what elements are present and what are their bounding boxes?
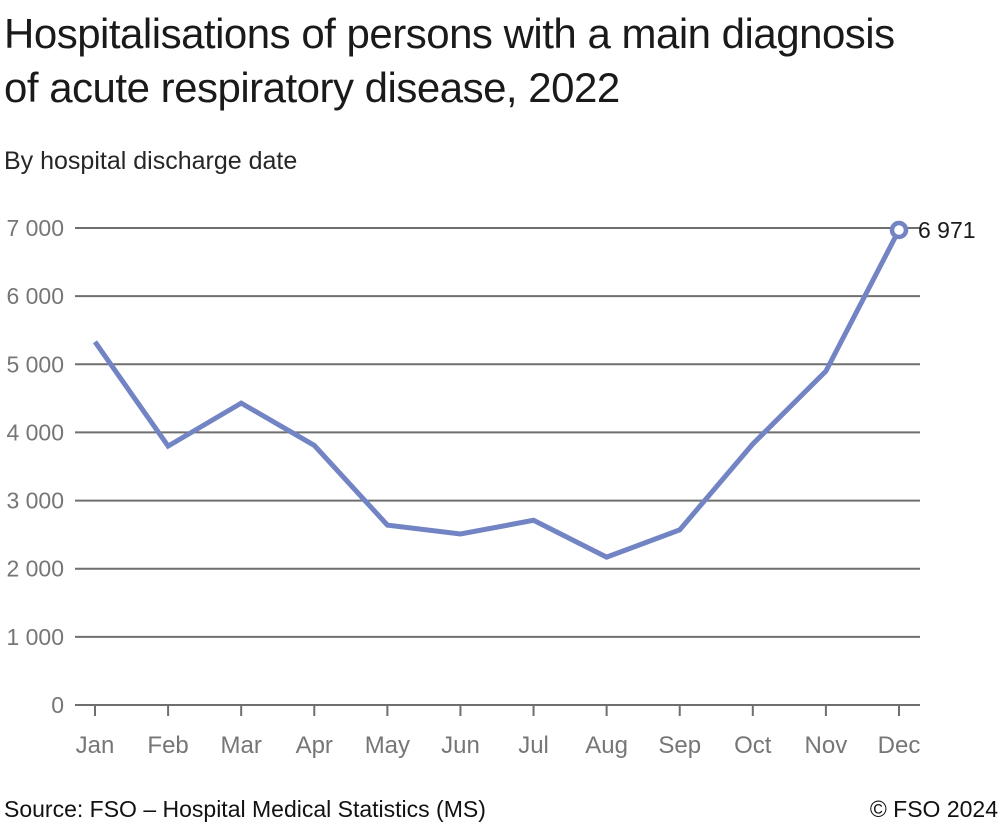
data-line xyxy=(92,228,902,560)
x-axis-tick-label: Dec xyxy=(878,732,921,759)
x-axis-tick-label: Nov xyxy=(805,732,848,759)
x-axis-tick-label: Aug xyxy=(585,732,628,759)
copyright-note: © FSO 2024 xyxy=(869,796,998,822)
line-chart: 0 1 000 2 000 3 000 4 000 5 000 6 000 7 000 Jan F… xyxy=(6,215,976,759)
chart-footer: Source: FSO – Hospital Medical Statistic… xyxy=(0,794,1004,824)
y-axis-tick-label: 0 xyxy=(51,692,64,718)
chart-title: Hospitalisations of persons with a main … xyxy=(4,10,895,111)
x-axis-tick-label: Apr xyxy=(296,732,333,759)
data-point-value-label: 6 971 xyxy=(918,217,976,243)
y-axis-tick-label: 7 000 xyxy=(6,215,64,241)
x-axis-tick-label: Jan xyxy=(76,732,115,759)
x-axis-tick-label: Oct xyxy=(734,732,772,759)
data-point-marker xyxy=(889,220,909,240)
x-axis-tick-label: Mar xyxy=(221,732,262,759)
y-axis-tick-label: 2 000 xyxy=(6,556,64,582)
y-axis-tick-label: 4 000 xyxy=(6,419,64,445)
chart-subtitle: By hospital discharge date xyxy=(4,147,298,175)
source-note: Source: FSO – Hospital Medical Statistic… xyxy=(4,796,486,822)
y-axis-tick-label: 5 000 xyxy=(6,351,64,377)
x-axis-tick-label: Feb xyxy=(147,732,188,759)
x-axis-tick-label: Jul xyxy=(518,732,549,759)
y-axis-tick-label: 3 000 xyxy=(6,488,64,514)
y-axis-tick-label: 1 000 xyxy=(6,624,64,650)
x-axis-tick-label: May xyxy=(365,732,410,759)
y-axis-tick-label: 6 000 xyxy=(6,283,64,309)
x-axis-tick-label: Sep xyxy=(658,732,701,759)
x-axis-tick-label: Jun xyxy=(441,732,480,759)
